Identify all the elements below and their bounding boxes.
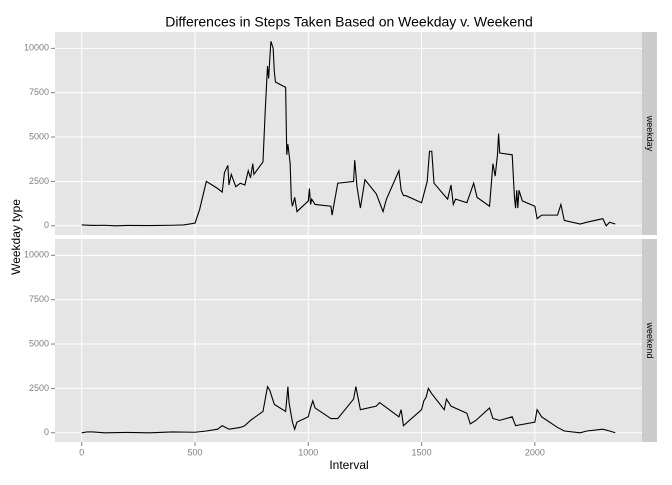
y-tick-label: 5000 [29, 131, 49, 141]
facet-label: weekend [645, 321, 655, 358]
y-tick-label: 10000 [24, 43, 49, 53]
chart-title: Differences in Steps Taken Based on Week… [165, 14, 533, 30]
x-axis-label: Interval [329, 458, 368, 472]
x-tick-label: 2000 [525, 447, 545, 457]
y-tick-label: 2500 [29, 176, 49, 186]
facet-strip [642, 239, 657, 442]
x-tick-label: 1000 [298, 447, 318, 457]
y-tick-label: 10000 [24, 250, 49, 260]
y-tick-label: 0 [44, 220, 49, 230]
x-tick-label: 500 [187, 447, 202, 457]
facet-label: weekday [645, 115, 655, 152]
facet-strip [642, 32, 657, 235]
y-axis-label: Weekday type [9, 199, 23, 275]
y-tick-label: 2500 [29, 383, 49, 393]
data-line [81, 385, 616, 434]
panel-background [55, 32, 642, 235]
y-tick-label: 7500 [29, 87, 49, 97]
y-tick-label: 5000 [29, 338, 49, 348]
x-tick-label: 0 [79, 447, 84, 457]
y-tick-label: 0 [44, 427, 49, 437]
panel-background [55, 239, 642, 442]
y-tick-label: 7500 [29, 294, 49, 304]
x-tick-label: 1500 [412, 447, 432, 457]
data-line [81, 41, 616, 227]
